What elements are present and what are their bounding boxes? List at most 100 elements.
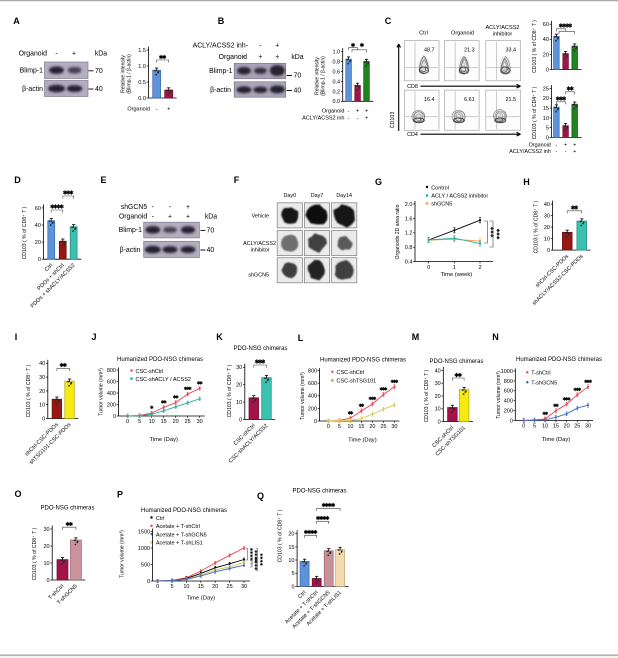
svg-text:0: 0 [239, 417, 242, 423]
svg-text:0: 0 [546, 135, 549, 141]
svg-text:1: 1 [453, 265, 456, 271]
svg-text:✱: ✱ [150, 405, 154, 410]
svg-text:CD103 ( % of CD8⁺ T ): CD103 ( % of CD8⁺ T ) [532, 20, 538, 73]
svg-text:(Blimp-1 / β-actin): (Blimp-1 / β-actin) [127, 54, 133, 94]
svg-text:10: 10 [183, 584, 189, 590]
svg-text:shGCN5: shGCN5 [248, 272, 269, 278]
svg-text:✱: ✱ [65, 521, 70, 528]
svg-text:70: 70 [207, 228, 215, 235]
svg-text:40: 40 [543, 37, 549, 43]
svg-text:T-shGCN5: T-shGCN5 [531, 381, 557, 387]
svg-text:10: 10 [435, 407, 441, 413]
svg-text:Organoid: Organoid [119, 213, 148, 220]
svg-text:M: M [412, 332, 420, 342]
svg-text:✱: ✱ [390, 379, 394, 384]
svg-text:✱: ✱ [59, 204, 64, 211]
svg-text:✱: ✱ [566, 86, 571, 93]
svg-text:✱: ✱ [304, 529, 309, 536]
svg-text:-: - [55, 50, 57, 57]
svg-text:✱: ✱ [371, 396, 375, 401]
svg-text:-: - [556, 143, 558, 149]
svg-text:Organoid: Organoid [219, 54, 248, 61]
svg-text:Relative intensity: Relative intensity [121, 55, 127, 93]
svg-text:Time (week): Time (week) [441, 272, 473, 278]
svg-text:-: - [169, 204, 171, 211]
svg-text:0.8: 0.8 [332, 59, 340, 65]
svg-text:CD103 ( % of CD8⁺ T ): CD103 ( % of CD8⁺ T ) [534, 200, 540, 253]
svg-text:800: 800 [107, 368, 116, 374]
svg-text:0.4: 0.4 [332, 79, 340, 85]
svg-text:✱: ✱ [319, 515, 324, 522]
svg-text:Tumor volume (mm³): Tumor volume (mm³) [496, 371, 502, 419]
svg-text:D: D [14, 175, 21, 185]
svg-text:+: + [573, 143, 576, 149]
svg-text:10: 10 [543, 116, 549, 122]
svg-text:20: 20 [43, 544, 49, 550]
svg-text:G: G [375, 177, 382, 187]
svg-text:✱: ✱ [325, 515, 330, 522]
svg-text:800: 800 [308, 369, 317, 375]
svg-text:Acetate + T-shCtrl: Acetate + T-shCtrl [156, 524, 200, 530]
svg-text:0: 0 [327, 424, 330, 430]
svg-text:40: 40 [544, 202, 550, 208]
svg-text:40: 40 [95, 86, 103, 93]
svg-text:PDO-NSG chimeras: PDO-NSG chimeras [292, 489, 346, 495]
svg-text:Blimp-1: Blimp-1 [119, 227, 143, 234]
svg-text:0: 0 [314, 419, 317, 425]
svg-text:25: 25 [574, 424, 580, 430]
svg-text:2: 2 [478, 265, 481, 271]
svg-text:✱: ✱ [373, 396, 377, 401]
svg-text:✱: ✱ [379, 387, 383, 392]
svg-text:✱: ✱ [322, 515, 327, 522]
svg-text:800: 800 [504, 379, 513, 385]
svg-text:✱: ✱ [578, 387, 582, 392]
svg-text:✱: ✱ [574, 205, 579, 212]
svg-text:✱: ✱ [261, 359, 266, 366]
svg-text:CSC-shCtrl: CSC-shCtrl [337, 370, 365, 376]
svg-text:70: 70 [294, 73, 302, 80]
svg-text:✱: ✱ [307, 529, 312, 536]
svg-text:0: 0 [438, 420, 441, 426]
svg-text:shGCN5: shGCN5 [431, 202, 452, 208]
svg-text:✱: ✱ [562, 23, 567, 30]
svg-text:✱: ✱ [63, 190, 68, 197]
svg-text:PDO-NSG chimeras: PDO-NSG chimeras [429, 359, 483, 365]
svg-text:30: 30 [435, 381, 441, 387]
svg-text:25: 25 [380, 424, 386, 430]
svg-text:✱✱✱✱: ✱✱✱✱ [249, 548, 253, 562]
svg-text:Time (Day): Time (Day) [542, 437, 571, 443]
svg-text:Time (Day): Time (Day) [187, 596, 216, 602]
svg-text:✱: ✱ [163, 400, 167, 405]
svg-text:10: 10 [39, 403, 45, 409]
svg-text:✱: ✱ [565, 396, 569, 401]
svg-text:30: 30 [241, 584, 247, 590]
svg-text:Time (Day): Time (Day) [348, 438, 377, 444]
svg-text:Organoid: Organoid [529, 143, 551, 149]
svg-text:✱✱✱: ✱✱✱ [495, 228, 500, 239]
svg-text:5: 5 [338, 424, 341, 430]
svg-text:15: 15 [553, 424, 559, 430]
svg-text:1500: 1500 [138, 529, 150, 535]
svg-text:✱: ✱ [173, 395, 177, 400]
svg-text:60: 60 [543, 22, 549, 28]
svg-text:CD8: CD8 [407, 84, 418, 90]
svg-text:✱✱✱: ✱✱✱ [490, 226, 495, 237]
svg-text:1.6: 1.6 [405, 216, 413, 222]
svg-text:40: 40 [294, 88, 302, 95]
svg-text:-: - [156, 106, 158, 112]
svg-text:CD103 ( % of CD8⁺ T ): CD103 ( % of CD8⁺ T ) [26, 364, 32, 417]
svg-text:✱: ✱ [347, 410, 351, 415]
svg-text:✱: ✱ [584, 379, 588, 384]
svg-text:1000: 1000 [501, 369, 513, 375]
svg-text:600: 600 [107, 379, 116, 385]
svg-text:CD4: CD4 [407, 132, 418, 138]
svg-text:30: 30 [197, 419, 203, 425]
svg-text:21.3: 21.3 [464, 48, 475, 54]
svg-text:✱: ✱ [542, 411, 546, 416]
svg-text:✱: ✱ [454, 372, 459, 379]
svg-text:30: 30 [236, 365, 242, 371]
svg-text:E: E [100, 175, 106, 185]
svg-text:✱: ✱ [186, 386, 190, 391]
svg-text:0.0: 0.0 [138, 96, 146, 102]
svg-text:0: 0 [510, 418, 513, 424]
